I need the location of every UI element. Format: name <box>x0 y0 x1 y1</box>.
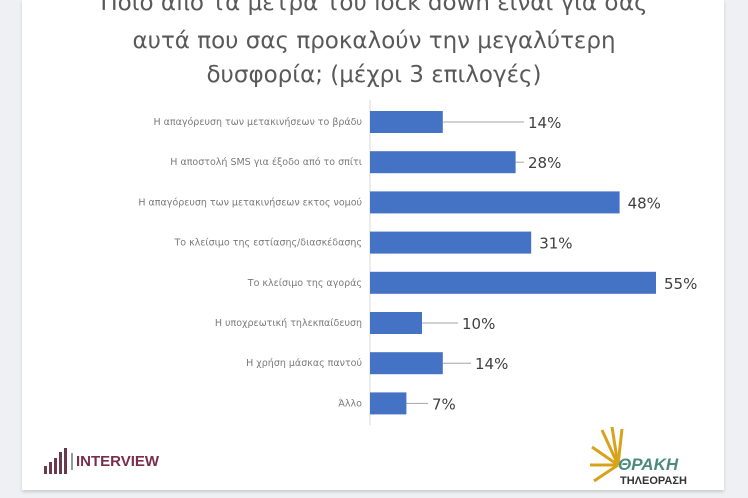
category-label: Η αποστολή SMS για έξοδο από το σπίτι <box>170 157 362 168</box>
data-label: 14% <box>528 114 561 132</box>
data-label: 14% <box>475 355 508 373</box>
chart-title-line-3: δυσφορία; (μέχρι 3 επιλογές) <box>206 62 542 88</box>
bar <box>370 111 443 133</box>
category-label: Η απαγόρευση των μετακινήσεων εκτος νομο… <box>138 197 362 208</box>
chart-title-line-2: αυτά που σας προκαλούν την μεγαλύτερη <box>132 28 616 54</box>
bar <box>370 312 422 334</box>
category-label: Άλλο <box>338 398 362 409</box>
bar <box>370 231 532 254</box>
category-label: Η απαγόρευση των μετακινήσεων το βράδυ <box>153 117 362 128</box>
data-label: 7% <box>432 395 456 413</box>
data-label: 55% <box>664 275 697 293</box>
chart-title-line-1: Ποιο από τα μέτρα του lock down είναι γι… <box>100 0 648 16</box>
category-label: Η χρήση μάσκας παντού <box>246 358 362 369</box>
category-label: Το κλείσιμο της αγοράς <box>247 278 362 289</box>
bar <box>370 352 443 375</box>
data-label: 31% <box>539 235 572 253</box>
data-label: 48% <box>628 194 661 212</box>
data-label: 10% <box>462 315 495 333</box>
bar <box>370 151 516 174</box>
data-label: 28% <box>528 154 561 172</box>
interview-logo: INTERVIEW <box>44 448 159 474</box>
thraki-tv-logo: ΘΡΑΚΗ ΤΗΛΕΟΡΑΣΗ <box>590 425 720 495</box>
bar <box>370 271 656 294</box>
bar <box>370 392 407 415</box>
bar <box>370 191 620 214</box>
category-label: Η υποχρεωτική τηλεκπαίδευση <box>215 318 362 329</box>
category-label: Το κλείσιμο της εστίασης/διασκέδασης <box>173 238 362 249</box>
